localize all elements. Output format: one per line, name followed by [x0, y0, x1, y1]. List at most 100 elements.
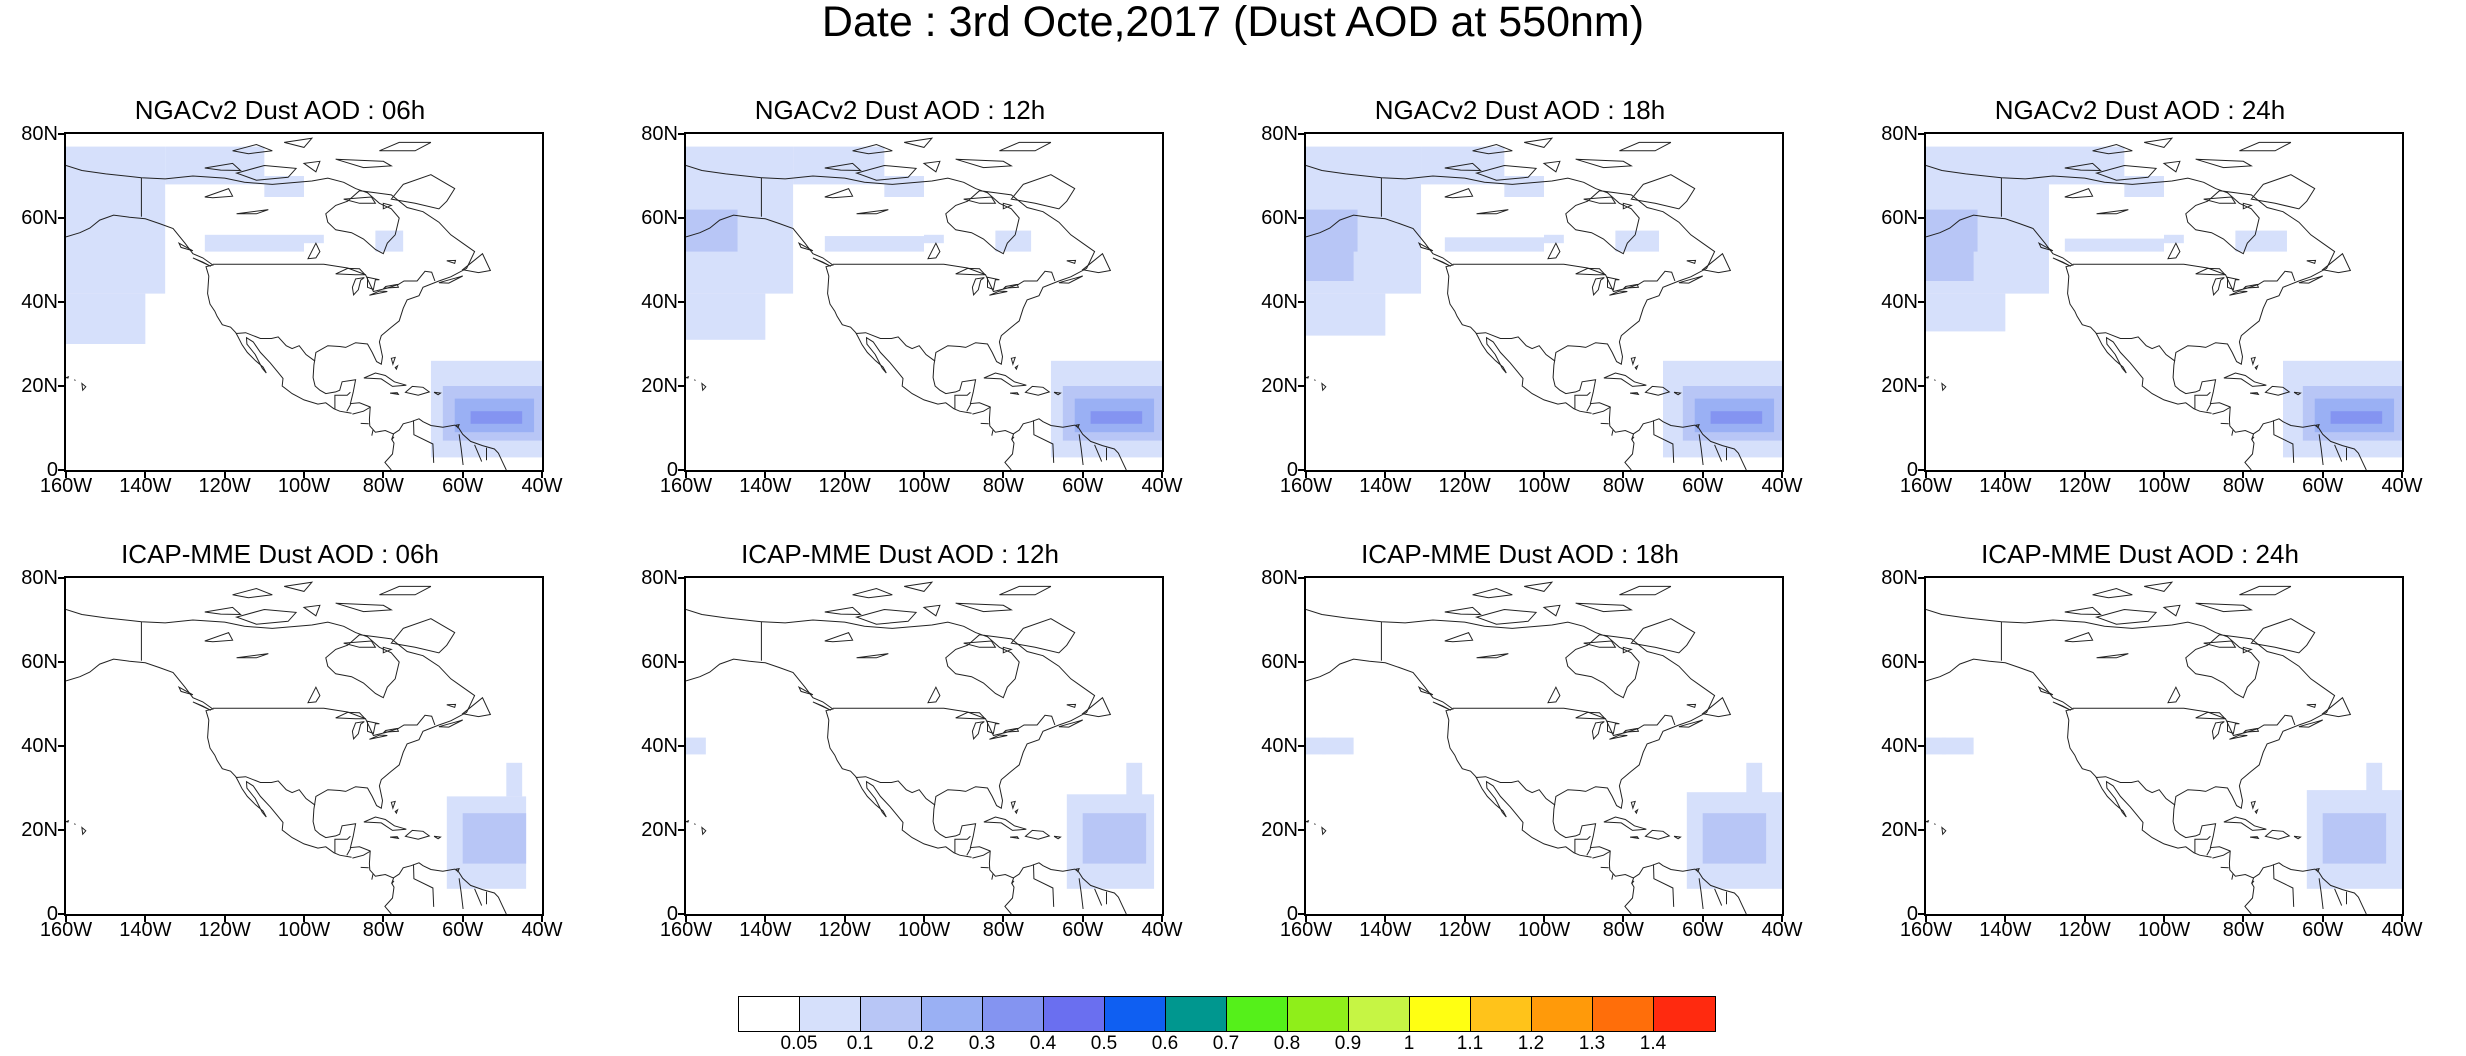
latitude-label: 40N [1881, 735, 1918, 757]
country-border [236, 776, 316, 806]
latitude-tick [678, 301, 684, 303]
coastline [2244, 433, 2255, 470]
colorbar-label: 0.4 [1029, 1033, 1057, 1054]
longitude-label: 160W [1899, 919, 1953, 941]
country-border [966, 403, 972, 412]
island-outline [1630, 356, 1636, 366]
longitude-label: 60W [442, 475, 484, 497]
latitude-label: 20N [1261, 375, 1298, 397]
country-border [2212, 406, 2231, 415]
figure-title: Date : 3rd Octe,2017 (Dust AOD at 550nm) [821, 0, 1645, 46]
island-outline [394, 364, 399, 371]
coastline [1624, 433, 1635, 470]
island-outline [963, 196, 997, 204]
longitude-label: 80W [1602, 919, 1644, 941]
dust-shading [66, 293, 146, 344]
island-outline [2052, 257, 2072, 267]
island-outline [382, 202, 393, 210]
country-border [1094, 444, 1103, 462]
island-outline [1634, 364, 1639, 371]
latitude-tick [1918, 217, 1924, 219]
island-outline [2242, 202, 2253, 210]
longitude-tick [1161, 916, 1163, 922]
lake-outline [1002, 283, 1020, 289]
island-outline [2242, 646, 2253, 654]
longitude-tick [1925, 916, 1927, 922]
island-outline [812, 701, 832, 711]
island-outline [1314, 379, 1316, 381]
latitude-label: 40N [641, 735, 678, 757]
longitude-tick [2083, 472, 2086, 478]
latitude-label: 60N [641, 651, 678, 673]
dust-aod-map [686, 137, 1162, 470]
longitude-tick [2242, 916, 2245, 922]
island-outline [1306, 820, 1310, 823]
island-outline [1619, 141, 1672, 152]
country-border [2318, 878, 2324, 910]
coastline [1306, 658, 1592, 858]
island-outline [922, 604, 941, 617]
latitude-label: 60N [1881, 207, 1918, 229]
island-outline [2037, 686, 2054, 696]
latitude-tick [1298, 385, 1304, 387]
lake-outline [382, 727, 400, 733]
island-outline [1010, 356, 1016, 366]
dust-shading [1102, 821, 1131, 856]
island-outline [1678, 275, 1703, 284]
longitude-tick [2083, 916, 2086, 922]
dust-shading [1926, 293, 2006, 332]
island-outline [461, 696, 492, 718]
longitude-tick [1463, 472, 1466, 478]
coastline [384, 877, 395, 914]
island-outline [2315, 423, 2320, 429]
island-outline [2250, 174, 2316, 210]
country-border [334, 391, 351, 410]
island-outline [686, 376, 690, 379]
latitude-label: 80N [21, 567, 58, 589]
island-outline [2293, 391, 2302, 396]
longitude-label: 160W [39, 475, 93, 497]
lake-outline [1002, 727, 1020, 733]
longitude-label: 60W [1062, 919, 1104, 941]
country-border [474, 888, 483, 906]
latitude-label: 20N [1261, 819, 1298, 841]
coastline [1926, 214, 2212, 414]
colorbar-label: 1.4 [1639, 1033, 1667, 1054]
island-outline [824, 162, 862, 172]
dust-shading [2342, 821, 2371, 856]
latitude-tick [1918, 661, 1924, 663]
lake-outline [1444, 187, 1474, 199]
latitude-label: 40N [21, 735, 58, 757]
island-outline [192, 257, 212, 267]
country-border [1631, 436, 1635, 441]
longitude-label: 140W [119, 919, 172, 941]
colorbar-swatch [1532, 997, 1593, 1031]
island-outline [379, 585, 432, 596]
latitude-label: 40N [1881, 291, 1918, 313]
latitude-label: 60N [1261, 651, 1298, 673]
dust-shading [1615, 230, 1660, 252]
island-outline [1474, 608, 1538, 625]
lake-outline [204, 187, 234, 199]
longitude-tick [1002, 472, 1005, 478]
longitude-label: 100W [2137, 919, 2191, 941]
country-border [413, 864, 435, 907]
island-outline [1622, 646, 1633, 654]
island-outline [177, 242, 194, 252]
latitude-tick [58, 577, 64, 579]
latitude-label: 20N [641, 819, 678, 841]
latitude-label: 0 [666, 459, 678, 481]
island-outline [363, 816, 407, 831]
latitude-label: 0 [1906, 903, 1918, 925]
latitude-label: 80N [641, 123, 678, 145]
dust-shading [686, 737, 706, 755]
map-frame [64, 576, 544, 916]
island-outline [1053, 391, 1062, 396]
island-outline [701, 382, 707, 392]
country-border [352, 406, 371, 415]
longitude-tick [1543, 472, 1545, 478]
coastline [66, 214, 352, 414]
lake-outline [971, 277, 985, 296]
map-panel: ICAP-MME Dust AOD : 18h 80N 60N 40N 20N 0 160W… [1240, 540, 1802, 960]
island-outline [955, 158, 1013, 169]
